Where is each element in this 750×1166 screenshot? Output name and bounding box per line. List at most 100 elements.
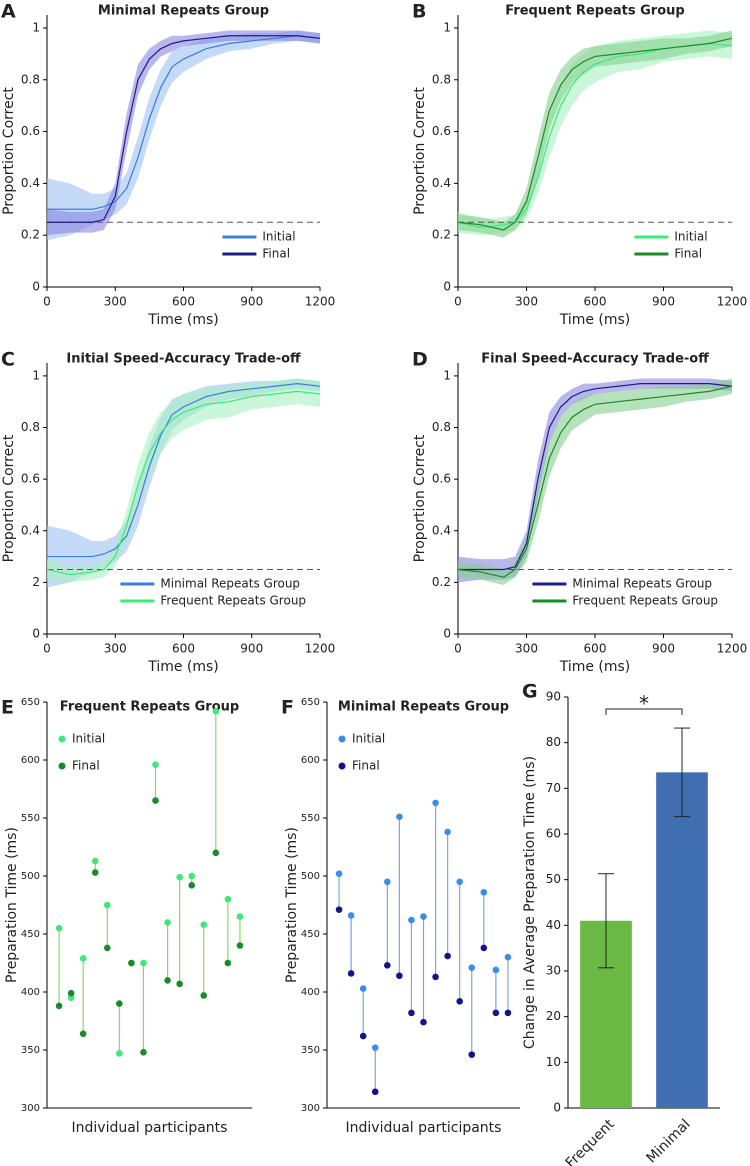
x-tick-label: 300 — [104, 295, 127, 309]
y-tick-label: 0 — [32, 280, 40, 294]
y-tick-label: 400 — [21, 987, 40, 998]
dot — [224, 959, 232, 967]
dot — [492, 966, 500, 974]
dot — [408, 916, 415, 924]
y-tick-label: 10 — [546, 1055, 561, 1069]
dot — [480, 944, 488, 952]
x-tick-label: 1200 — [305, 295, 336, 309]
dot — [492, 1009, 500, 1017]
legend-label: Initial — [72, 732, 105, 746]
y-tick-label: 0.8 — [432, 72, 451, 86]
x-tick-label: 600 — [172, 295, 195, 309]
y-tick-label: 0.8 — [432, 420, 451, 434]
y-tick-label: 600 — [301, 755, 320, 766]
y-axis-label: Proportion Correct — [412, 87, 428, 215]
line — [47, 35, 321, 223]
dot — [164, 919, 171, 926]
y-tick-label: 0.8 — [21, 420, 40, 434]
y-tick-label: 600 — [21, 755, 40, 766]
y-tick-label: 0 — [32, 627, 40, 641]
panel-letter: B — [412, 1, 426, 23]
dot — [396, 972, 403, 980]
y-tick-label: 1 — [443, 20, 451, 34]
line — [457, 385, 733, 578]
y-tick-label: 30 — [546, 964, 561, 978]
y-axis-label: Proportion Correct — [1, 434, 17, 562]
dot — [212, 849, 220, 857]
line — [458, 383, 733, 571]
x-tick-label: 1200 — [717, 642, 748, 656]
y-tick-label: 20 — [546, 1009, 561, 1023]
dot — [200, 992, 208, 999]
dot — [468, 1051, 476, 1058]
y-axis-label: Proportion Correct — [412, 434, 428, 562]
dot — [444, 952, 451, 960]
chart-title: Initial Speed-Accuracy Trade-off — [66, 352, 301, 367]
error-band — [47, 378, 320, 583]
y-tick-label: 90 — [546, 690, 561, 704]
y-tick-label: 0 — [443, 627, 451, 641]
dot — [468, 964, 476, 971]
dot — [384, 878, 391, 886]
y-tick-label: 70 — [546, 781, 561, 795]
legend-label: Frequent Repeats Group — [572, 594, 718, 608]
x-tick-label: 300 — [515, 295, 538, 309]
x-tick-label: 300 — [104, 642, 127, 656]
y-tick-label: 0.4 — [21, 176, 40, 190]
x-axis-label: Time (ms) — [559, 312, 631, 328]
legend-swatch — [58, 762, 66, 770]
y-tick-label: 0.2 — [432, 228, 451, 242]
y-tick-label: 1 — [443, 368, 451, 382]
chart-title: Minimal Repeats Group — [338, 700, 509, 715]
dot — [188, 872, 196, 880]
x-tick-label: 900 — [240, 295, 263, 309]
dot — [188, 881, 196, 889]
dot — [420, 1018, 427, 1026]
x-tick-label: 600 — [584, 295, 607, 309]
line — [47, 383, 321, 558]
significance-label: * — [639, 692, 649, 716]
legend-label: Final — [352, 759, 380, 773]
panel-letter: C — [1, 349, 15, 371]
panel-letter: F — [281, 697, 294, 719]
dot — [224, 895, 232, 903]
y-tick-label: 0 — [553, 1101, 561, 1115]
dot — [91, 869, 99, 876]
x-tick-label: Frequent — [563, 1116, 618, 1166]
x-tick-label: 1200 — [305, 642, 336, 656]
x-axis-label: Time (ms) — [559, 659, 631, 675]
y-tick-label: 0.2 — [21, 228, 40, 242]
dot — [371, 1044, 379, 1051]
dot — [103, 944, 111, 952]
y-tick-label: 0.6 — [21, 472, 40, 486]
error-bar — [674, 727, 690, 818]
x-axis-label: Time (ms) — [147, 659, 219, 675]
chart-title: Frequent Repeats Group — [505, 4, 684, 19]
dot — [396, 813, 403, 821]
dot — [504, 953, 512, 961]
y-tick-label: 0.8 — [21, 72, 40, 86]
dot — [91, 857, 99, 865]
y-tick-label: 450 — [301, 929, 320, 940]
dot — [347, 912, 355, 919]
dot — [176, 980, 183, 988]
dot — [456, 997, 463, 1005]
dot — [371, 1088, 379, 1096]
legend-label: Final — [674, 247, 702, 261]
y-tick-label: 500 — [21, 871, 40, 882]
dot — [128, 959, 135, 967]
dot — [152, 761, 159, 768]
chart-title: Minimal Repeats Group — [98, 4, 269, 19]
dot — [335, 870, 343, 877]
dot — [140, 1049, 147, 1056]
x-tick-label: Minimal — [644, 1116, 694, 1166]
dot — [384, 962, 391, 969]
chart-title: Frequent Repeats Group — [60, 700, 239, 715]
panel-letter: G — [522, 681, 538, 703]
x-tick-label: 900 — [240, 642, 263, 656]
x-tick-label: 900 — [652, 295, 675, 309]
legend-label: Minimal Repeats Group — [572, 577, 712, 591]
dot — [55, 924, 63, 932]
dot — [432, 799, 439, 807]
y-tick-label: 0.2 — [432, 575, 451, 589]
